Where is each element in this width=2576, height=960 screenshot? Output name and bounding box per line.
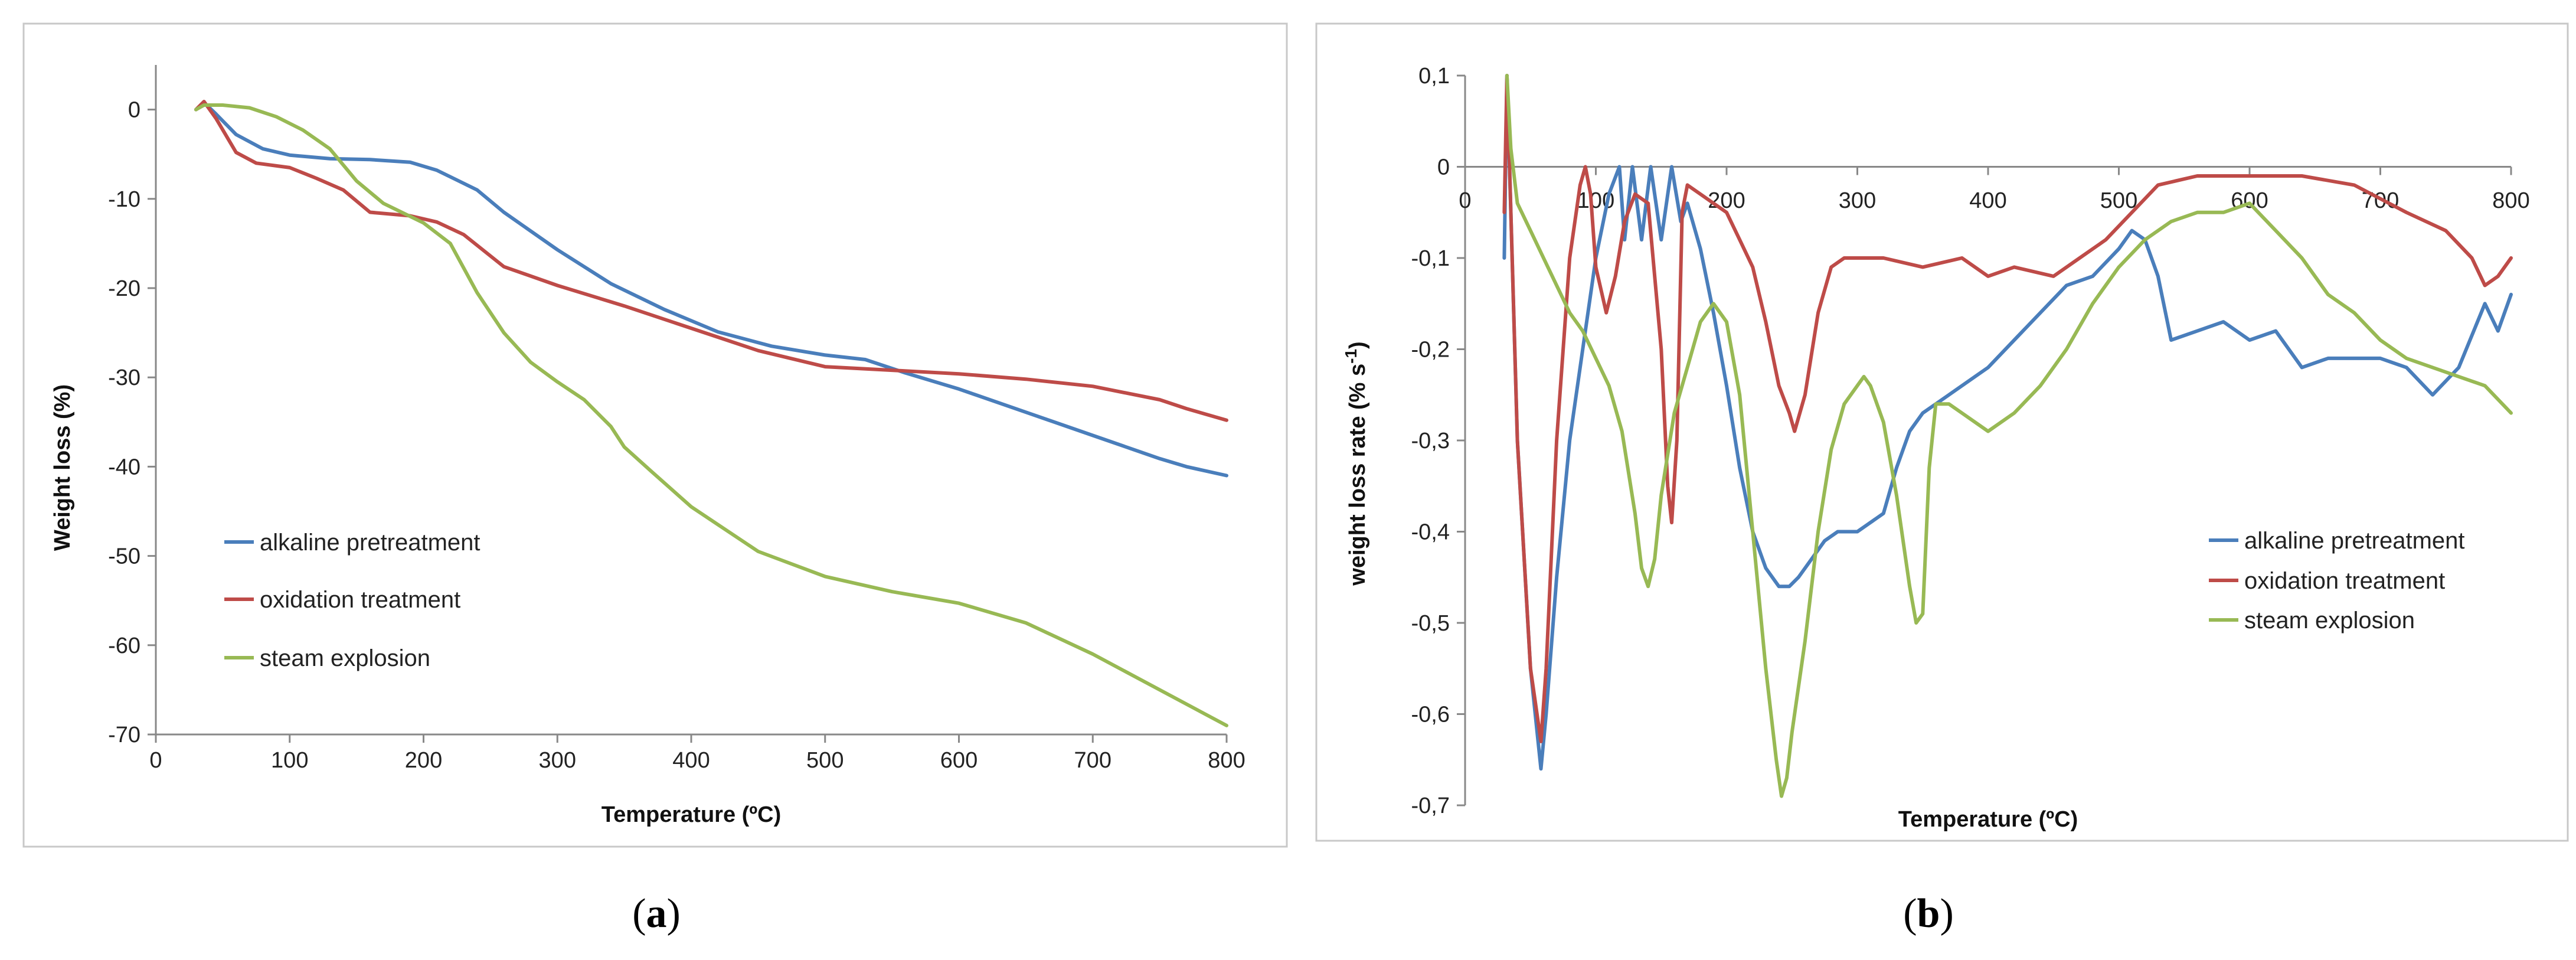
x-tick-label: 0 [149,748,162,773]
caption-b-open: ( [1903,891,1917,936]
x-tick-label: 300 [539,748,576,773]
caption-b-letter: b [1917,891,1940,936]
panel-b-y-label-close: ) [1345,341,1370,349]
panel-b-legend: alkaline pretreatment oxidation treatmen… [2209,528,2465,634]
panel-a-series [194,100,1228,727]
y-tick-label: -0,6 [1411,703,1450,727]
caption-a-close: ) [667,891,681,936]
series-line-alkaline-pretreatment [1502,74,2513,771]
panel-a-frame [22,22,1288,848]
y-tick-label: -10 [108,187,140,212]
y-tick-label: -70 [108,723,140,747]
x-tick-label: 600 [940,748,978,773]
panel-b-frame [1315,22,2569,842]
legend-label-alkaline: alkaline pretreatment [2244,528,2465,554]
legend-label-steam: steam explosion [260,645,430,671]
series-line-oxidation-treatment [194,100,1228,422]
y-tick-label: -0,7 [1411,794,1450,818]
y-tick-label: -0,3 [1411,429,1450,453]
caption-a-open: ( [632,891,646,936]
y-tick-label: -30 [108,365,140,390]
panel-b-y-label-main: weight loss rate (% s [1345,364,1370,586]
y-tick-label: -0,1 [1411,246,1450,271]
x-tick-label: 0 [1459,188,1471,213]
panel-a-legend: alkaline pretreatment oxidation treatmen… [224,530,480,671]
legend-label-oxidation: oxidation treatment [2244,568,2445,594]
panel-b-plot: 0,10-0,1-0,2-0,3-0,4-0,5-0,6-0,7 0 100 200… [1342,64,2530,832]
x-tick-label: 400 [1969,188,2006,213]
x-tick-label: 400 [672,748,710,773]
x-tick-label: 200 [1708,188,1745,213]
x-tick-label: 800 [2492,188,2529,213]
caption-a: (a) [632,891,681,936]
y-tick-label: 0 [1437,155,1450,180]
panel-a-y-ticks: 0 -10 -20 -30 -40 -50 -60 -70 [108,98,156,747]
legend-label-alkaline: alkaline pretreatment [260,530,480,556]
y-tick-label: -0,5 [1411,611,1450,636]
x-tick-label: 300 [1839,188,1876,213]
panel-a: 0 -10 -20 -30 -40 -50 -60 -70 0 100 200 300 400 500 6… [22,22,1288,848]
y-tick-label: -60 [108,634,140,658]
panel-b-y-ticks: 0,1 0 -0,1 -0,2 -0,3 -0,4 -0,5 -0,6 -0,7 [1411,64,1465,818]
y-tick-label: -20 [108,276,140,301]
series-line-alkaline-pretreatment [194,100,1228,478]
legend-label-oxidation: oxidation treatment [260,587,460,613]
x-tick-label: 500 [2100,188,2137,213]
x-tick-label: 700 [1074,748,1112,773]
x-tick-label: 100 [271,748,308,773]
panel-b-x-label: Temperature (ºC) [1898,807,2078,832]
series-line-oxidation-treatment [1502,74,2513,743]
y-tick-label: -0,4 [1411,520,1450,545]
series-line-steam-explosion [1505,74,2513,798]
panel-b-y-label-sup: -1 [1342,349,1360,364]
y-tick-label: -50 [108,544,140,569]
legend-label-steam: steam explosion [2244,608,2415,634]
panel-b-y-label: weight loss rate (% s-1) [1342,341,1370,586]
caption-b: (b) [1903,891,1954,936]
panel-b: 0,10-0,1-0,2-0,3-0,4-0,5-0,6-0,7 0 100 200… [1315,22,2569,842]
panel-a-x-label: Temperature (ºC) [601,802,782,827]
x-tick-label: 800 [1208,748,1245,773]
panel-a-x-ticks: 0 100 200 300 400 500 600 700 800 [149,734,1245,773]
caption-b-close: ) [1940,891,1953,936]
x-tick-label: 500 [806,748,844,773]
panel-a-plot: 0 -10 -20 -30 -40 -50 -60 -70 0 100 200 300 400 500 6… [50,65,1245,827]
caption-a-letter: a [646,891,667,936]
y-tick-label: 0,1 [1418,64,1450,89]
y-tick-label: 0 [128,98,140,123]
y-tick-label: -0,2 [1411,338,1450,363]
y-tick-label: -40 [108,455,140,479]
x-tick-label: 200 [405,748,442,773]
panel-b-series [1502,74,2513,798]
panel-a-y-label: Weight loss (%) [50,384,75,551]
series-line-steam-explosion [194,103,1228,727]
